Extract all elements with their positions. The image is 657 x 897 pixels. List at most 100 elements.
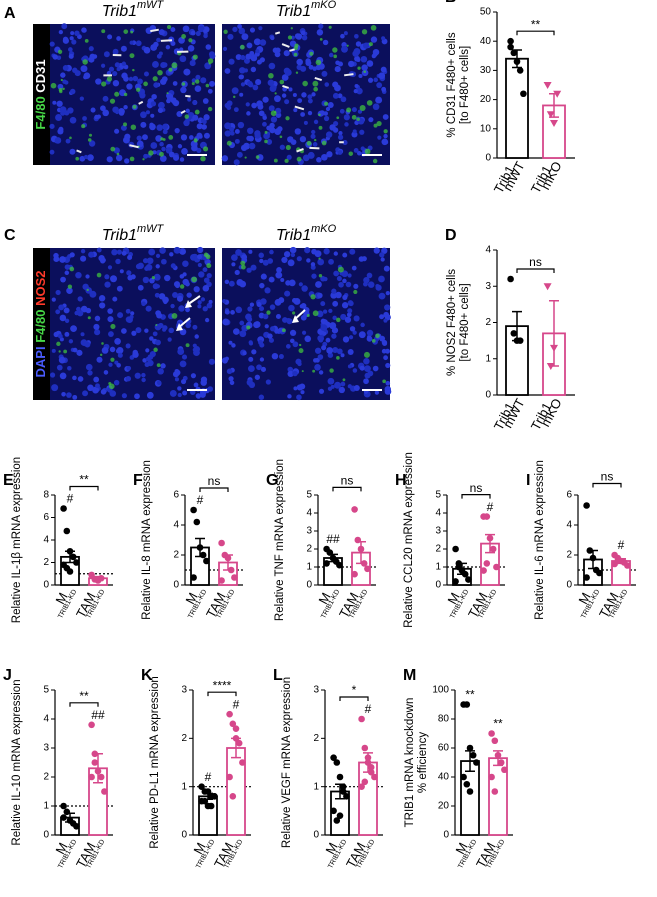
nucleus (79, 96, 84, 101)
stain-spot (255, 155, 260, 159)
stain-spot (364, 148, 371, 155)
nucleus (112, 50, 117, 55)
y-tick-label: 3 (181, 685, 187, 696)
stain-spot (315, 59, 322, 66)
stain-spot (192, 54, 198, 60)
nucleus (197, 300, 202, 305)
nucleus (87, 384, 94, 392)
nucleus (174, 368, 180, 374)
nucleus (181, 148, 188, 155)
nucleus (283, 251, 291, 258)
nucleus (146, 391, 154, 399)
significance-bracket (332, 486, 362, 492)
nucleus (192, 100, 197, 105)
stain-spot (101, 29, 106, 34)
nucleus (255, 49, 260, 54)
nucleus (250, 54, 258, 62)
nucleus (282, 317, 288, 323)
nucleus (203, 33, 208, 39)
nucleus (352, 50, 359, 57)
nucleus (206, 273, 212, 279)
nucleus (270, 326, 276, 332)
stain-spot (336, 116, 340, 120)
nucleus (305, 58, 311, 64)
nucleus (51, 348, 56, 353)
nucleus (88, 140, 96, 147)
y-tick-label: 20 (480, 94, 492, 105)
nucleus (290, 139, 297, 146)
nucleus (177, 348, 185, 355)
y-tick-label: 10 (480, 123, 492, 134)
nucleus (324, 82, 330, 87)
data-point (361, 744, 369, 752)
stain-spot (273, 158, 278, 163)
nucleus (117, 352, 123, 358)
nucleus (328, 52, 334, 58)
stain-spot (336, 356, 340, 360)
nucleus (258, 110, 265, 117)
nucleus (227, 33, 234, 40)
nucleus (197, 304, 202, 309)
significance-label: ** (79, 689, 89, 703)
nucleus (230, 131, 235, 136)
nucleus (364, 365, 371, 373)
stain-spot (87, 138, 92, 142)
nucleus (358, 256, 365, 262)
nucleus (82, 390, 89, 397)
data-point (60, 814, 67, 821)
nucleus (109, 346, 116, 353)
bar (358, 761, 378, 836)
nucleus (141, 377, 146, 383)
nucleus (66, 392, 72, 398)
data-point (190, 574, 197, 581)
nucleus (67, 366, 72, 371)
nucleus (114, 62, 120, 68)
annotation: # (618, 538, 625, 552)
data-point (357, 545, 365, 553)
data-point (543, 82, 552, 89)
stain-spot (312, 310, 319, 317)
nucleus (169, 252, 174, 257)
nucleus (231, 343, 236, 348)
nucleus (347, 364, 352, 369)
nucleus (335, 60, 340, 66)
nucleus (233, 107, 239, 113)
nucleus (121, 61, 127, 66)
data-point (211, 793, 218, 800)
nucleus (177, 144, 183, 149)
nucleus (60, 72, 66, 78)
nucleus (316, 29, 324, 36)
nucleus (275, 313, 281, 320)
data-point (333, 759, 341, 766)
annotation: # (197, 493, 204, 507)
nucleus (381, 86, 387, 92)
nucleus (221, 155, 229, 162)
data-point (351, 506, 358, 513)
stain-spot (123, 29, 129, 34)
data-point (207, 802, 215, 810)
nucleus (264, 324, 269, 329)
stain-spot (181, 82, 186, 86)
stain-spot (299, 343, 302, 347)
nucleus (59, 372, 67, 380)
nucleus (124, 158, 130, 164)
nucleus (82, 116, 87, 121)
nucleus (359, 365, 365, 371)
data-point (507, 43, 514, 51)
image-title-main: Trib1 (276, 3, 311, 20)
data-point (330, 754, 337, 761)
nucleus (51, 384, 59, 392)
nucleus (321, 345, 327, 351)
nucleus (300, 65, 307, 72)
nucleus (202, 284, 210, 292)
nucleus (115, 154, 123, 162)
nucleus (349, 326, 356, 332)
nucleus (52, 54, 58, 60)
nucleus (337, 93, 343, 99)
nucleus (162, 296, 169, 304)
nucleus (269, 249, 274, 255)
stain-spot (292, 311, 296, 315)
nucleus (53, 256, 60, 263)
nucleus (275, 271, 283, 279)
nucleus (183, 119, 190, 127)
